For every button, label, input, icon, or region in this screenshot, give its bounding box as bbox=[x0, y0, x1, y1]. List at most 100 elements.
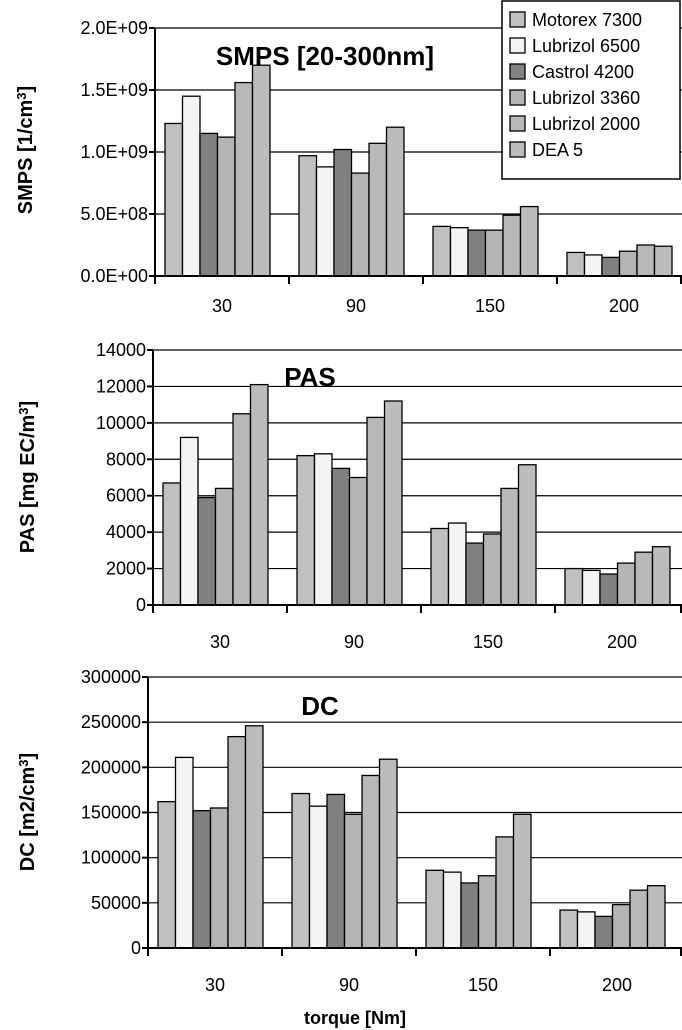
y-tick-label: 5.0E+08 bbox=[80, 204, 148, 224]
bar bbox=[174, 756, 194, 949]
x-tick-label: 150 bbox=[475, 296, 505, 316]
panel-title: DC bbox=[301, 691, 339, 721]
bar bbox=[495, 836, 515, 949]
bar bbox=[517, 464, 537, 606]
y-tick-label: 4000 bbox=[106, 522, 146, 542]
y-tick-label: 2000 bbox=[106, 559, 146, 579]
bar bbox=[313, 453, 333, 606]
bar bbox=[500, 487, 520, 606]
x-tick-label: 200 bbox=[602, 975, 632, 995]
y-tick-label: 1.5E+09 bbox=[80, 80, 148, 100]
bar bbox=[653, 245, 673, 277]
bar bbox=[157, 801, 177, 949]
y-tick-label: 0 bbox=[131, 938, 141, 958]
y-axis-label: DC [m2/cm3] bbox=[16, 753, 39, 871]
legend-label: Lubrizol 3360 bbox=[532, 88, 640, 108]
bar bbox=[566, 251, 586, 277]
bar bbox=[385, 126, 405, 277]
bar bbox=[348, 476, 368, 606]
bar bbox=[181, 95, 201, 277]
legend-swatch bbox=[509, 63, 526, 80]
y-tick-label: 200000 bbox=[81, 757, 141, 777]
x-tick-label: 200 bbox=[609, 296, 639, 316]
x-tick-label: 90 bbox=[344, 632, 364, 652]
bar bbox=[425, 869, 445, 949]
bar bbox=[308, 805, 328, 949]
legend-label: Motorex 7300 bbox=[532, 10, 642, 30]
bar bbox=[227, 735, 247, 949]
y-tick-label: 0 bbox=[136, 595, 146, 615]
bar bbox=[366, 416, 386, 606]
x-tick-label: 30 bbox=[212, 296, 232, 316]
x-tick-label: 150 bbox=[473, 632, 503, 652]
x-tick-label: 90 bbox=[346, 296, 366, 316]
bar bbox=[512, 813, 532, 949]
bar bbox=[583, 254, 603, 277]
y-tick-label: 8000 bbox=[106, 449, 146, 469]
y-axis-label: PAS [mg EC/m3] bbox=[16, 401, 39, 553]
bar bbox=[179, 436, 199, 606]
bar bbox=[559, 909, 579, 949]
bar bbox=[361, 774, 381, 949]
y-tick-label: 14000 bbox=[96, 340, 146, 360]
bar bbox=[378, 758, 398, 949]
bar bbox=[629, 889, 649, 949]
x-tick-label: 30 bbox=[205, 975, 225, 995]
legend-label: Castrol 4200 bbox=[532, 62, 634, 82]
bar bbox=[164, 122, 184, 277]
legend-swatch bbox=[509, 11, 526, 28]
bar bbox=[315, 166, 335, 277]
x-tick-label: 150 bbox=[468, 975, 498, 995]
bar bbox=[601, 256, 621, 277]
y-tick-label: 12000 bbox=[96, 376, 146, 396]
bar bbox=[618, 250, 638, 277]
bar bbox=[482, 533, 502, 606]
bar bbox=[599, 573, 619, 606]
bar bbox=[465, 542, 485, 606]
bar bbox=[519, 205, 539, 277]
bar bbox=[251, 64, 271, 277]
bar bbox=[209, 807, 229, 949]
bar bbox=[484, 229, 504, 277]
x-axis-label: torque [Nm] bbox=[304, 1008, 406, 1028]
bar bbox=[234, 81, 254, 277]
bar bbox=[368, 142, 388, 277]
legend-swatch bbox=[509, 37, 526, 54]
bar bbox=[197, 496, 217, 606]
bar bbox=[343, 813, 363, 949]
y-tick-label: 10000 bbox=[96, 413, 146, 433]
y-tick-label: 150000 bbox=[81, 803, 141, 823]
panel-title: SMPS [20-300nm] bbox=[216, 41, 434, 71]
bar bbox=[581, 569, 601, 606]
bar bbox=[564, 567, 584, 606]
bar bbox=[432, 225, 452, 277]
x-tick-label: 90 bbox=[339, 975, 359, 995]
bar bbox=[333, 148, 353, 277]
legend-label: DEA 5 bbox=[532, 140, 583, 160]
bar bbox=[611, 903, 631, 949]
bar bbox=[502, 214, 522, 277]
bar bbox=[634, 551, 654, 606]
y-tick-label: 300000 bbox=[81, 667, 141, 687]
bar bbox=[216, 136, 236, 277]
bar bbox=[298, 155, 318, 277]
legend-swatch bbox=[509, 141, 526, 158]
bar bbox=[192, 810, 212, 949]
legend-label: Lubrizol 6500 bbox=[532, 36, 640, 56]
bar bbox=[477, 875, 497, 949]
panel-title: PAS bbox=[284, 362, 336, 392]
bar bbox=[249, 383, 269, 606]
legend-swatch bbox=[509, 115, 526, 132]
y-axis-label: SMPS [1/cm3] bbox=[14, 86, 37, 214]
bar bbox=[296, 454, 316, 606]
legend-box bbox=[501, 0, 681, 180]
legend-label: Lubrizol 2000 bbox=[532, 114, 640, 134]
y-tick-label: 100000 bbox=[81, 848, 141, 868]
y-tick-label: 250000 bbox=[81, 712, 141, 732]
bar bbox=[199, 132, 219, 277]
bar bbox=[291, 792, 311, 949]
bar bbox=[214, 487, 234, 606]
bar bbox=[350, 172, 370, 277]
bar bbox=[449, 226, 469, 277]
bar bbox=[383, 400, 403, 606]
